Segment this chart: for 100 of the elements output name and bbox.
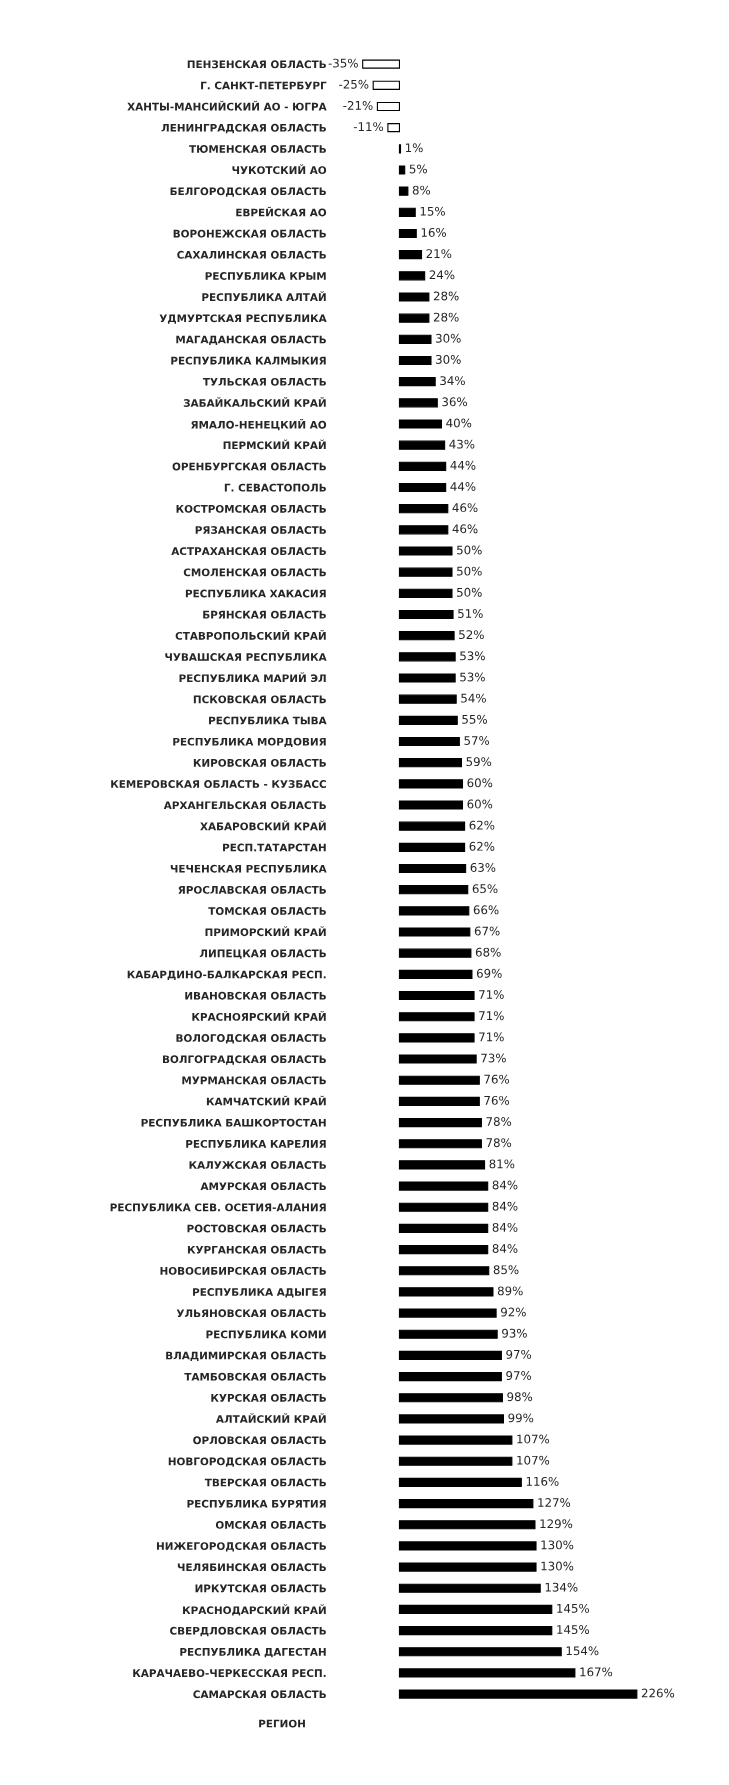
bar — [398, 1350, 502, 1360]
y-tick-label: ТАМБОВСКАЯ ОБЛАСТЬ — [184, 1372, 326, 1381]
data-label: 67% — [474, 926, 500, 936]
y-tick-label: ОРЛОВСКАЯ ОБЛАСТЬ — [193, 1436, 326, 1445]
bar — [398, 1244, 489, 1255]
y-tick-label: ЧЕЛЯБИНСКАЯ ОБЛАСТЬ — [177, 1563, 326, 1572]
y-tick-label: КАРАЧАЕВО-ЧЕРКЕССКАЯ РЕСП. — [133, 1669, 326, 1678]
y-tick-label: РОСТОВСКАЯ ОБЛАСТЬ — [187, 1224, 326, 1233]
data-label: 129% — [540, 1519, 573, 1529]
bar — [398, 292, 430, 302]
data-label: 8% — [412, 185, 431, 195]
y-tick-label: ИВАНОВСКАЯ ОБЛАСТЬ — [185, 991, 326, 1000]
y-tick-label: ПРИМОРСКИЙ КРАЙ — [205, 926, 326, 937]
data-label: 36% — [442, 397, 468, 407]
y-tick-label: НОВГОРОДСКАЯ ОБЛАСТЬ — [168, 1457, 326, 1467]
bar — [398, 1689, 638, 1699]
y-tick-label: САМАРСКАЯ ОБЛАСТЬ — [193, 1690, 326, 1699]
y-tick-label: ОРЕНБУРГСКАЯ ОБЛАСТЬ — [172, 462, 326, 471]
data-label: -21% — [343, 100, 373, 110]
data-label: 69% — [476, 968, 502, 978]
y-tick-label: АСТРАХАНСКАЯ ОБЛАСТЬ — [171, 547, 326, 556]
bar — [398, 567, 453, 577]
bar — [398, 715, 458, 725]
data-label: 71% — [479, 1032, 504, 1042]
y-tick-label: Г. САНКТ-ПЕТЕРБУРГ — [201, 81, 327, 90]
y-tick-label: ХАБАРОВСКИЙ КРАЙ — [200, 820, 326, 831]
data-label: 84% — [492, 1244, 518, 1253]
y-tick-label: ПСКОВСКАЯ ОБЛАСТЬ — [193, 695, 326, 704]
y-tick-label: РЕСПУБЛИКА КАЛМЫКИЯ — [171, 356, 326, 365]
bar — [398, 504, 449, 514]
data-label: 66% — [473, 905, 499, 915]
y-tick-label: КАМЧАТСКИЙ КРАЙ — [206, 1095, 326, 1106]
data-label: 15% — [420, 206, 445, 216]
data-label: 78% — [486, 1138, 512, 1148]
y-tick-label: КЕМЕРОВСКАЯ ОБЛАСТЬ - КУЗБАСС — [111, 780, 326, 788]
y-tick-label: РЯЗАНСКАЯ ОБЛАСТЬ — [195, 526, 326, 534]
bar — [398, 1520, 536, 1530]
data-label: 44% — [450, 482, 476, 491]
data-label: 78% — [486, 1117, 512, 1126]
y-tick-label: Г. СЕВАСТОПОЛЬ — [224, 483, 326, 492]
bar — [398, 694, 457, 704]
bar — [398, 207, 416, 217]
y-tick-label: УЛЬЯНОВСКАЯ ОБЛАСТЬ — [176, 1309, 326, 1318]
data-label: 130% — [541, 1561, 574, 1571]
data-label: 44% — [450, 460, 476, 470]
y-tick-label: РЕСПУБЛИКА СЕВ. ОСЕТИЯ-АЛАНИЯ — [110, 1203, 326, 1212]
bar — [398, 398, 438, 408]
data-label: 93% — [502, 1328, 527, 1338]
data-label: 84% — [492, 1201, 518, 1211]
data-label: 127% — [538, 1498, 571, 1507]
y-tick-label: РЕСПУБЛИКА БАШКОРТОСТАН — [141, 1118, 326, 1127]
y-tick-label: ПЕНЗЕНСКАЯ ОБЛАСТЬ — [187, 60, 326, 69]
bar — [398, 419, 443, 429]
data-label: 53% — [460, 672, 485, 682]
bar — [398, 800, 464, 810]
bar — [398, 969, 473, 979]
bar — [398, 461, 447, 471]
y-tick-label: ЗАБАЙКАЛЬСКИЙ КРАЙ — [183, 397, 326, 407]
bar — [398, 1181, 489, 1191]
bar — [398, 652, 456, 662]
data-label: 60% — [467, 778, 493, 788]
y-tick-label: ЛИПЕЦКАЯ ОБЛАСТЬ — [199, 949, 326, 959]
data-label: 51% — [458, 609, 483, 618]
data-label: 107% — [517, 1434, 550, 1444]
bar — [398, 186, 409, 196]
data-label: 46% — [452, 524, 478, 534]
bar — [398, 165, 406, 175]
bar — [398, 609, 454, 620]
y-tick-label: ОМСКАЯ ОБЛАСТЬ — [215, 1520, 326, 1529]
data-label: 97% — [506, 1371, 532, 1380]
data-label: 50% — [457, 587, 482, 597]
bar — [398, 1562, 537, 1572]
bar — [398, 440, 446, 450]
data-label: 65% — [472, 884, 498, 894]
data-label: 24% — [429, 270, 455, 280]
bar — [398, 821, 466, 831]
data-label: 68% — [475, 947, 501, 957]
data-label: 134% — [545, 1582, 578, 1592]
bar — [398, 377, 436, 387]
data-label: 54% — [461, 693, 486, 703]
data-label: 73% — [481, 1053, 506, 1063]
bar — [398, 546, 453, 556]
data-label: 226% — [641, 1688, 675, 1698]
data-label: 60% — [467, 799, 493, 809]
data-label: 130% — [541, 1540, 574, 1550]
bar — [398, 525, 449, 535]
data-label: 98% — [507, 1392, 533, 1402]
y-tick-label: ВОЛГОГРАДСКАЯ ОБЛАСТЬ — [162, 1055, 326, 1065]
data-label: 89% — [497, 1286, 523, 1296]
y-tick-label: ЯРОСЛАВСКАЯ ОБЛАСТЬ — [178, 885, 326, 894]
y-tick-label: СТАВРОПОЛЬСКИЙ КРАЙ — [175, 630, 326, 640]
bar — [372, 80, 401, 90]
y-tick-label: РЕСПУБЛИКА КАРЕЛИЯ — [186, 1139, 326, 1148]
y-tick-label: ЕВРЕЙСКАЯ АО — [236, 206, 327, 217]
y-tick-label: УДМУРТСКАЯ РЕСПУБЛИКА — [159, 314, 327, 324]
data-label: 167% — [580, 1667, 613, 1677]
bar — [398, 1668, 576, 1678]
y-tick-label: РЕСПУБЛИКА КРЫМ — [205, 272, 326, 280]
y-tick-label: ИРКУТСКАЯ ОБЛАСТЬ — [195, 1584, 326, 1593]
data-label: -11% — [353, 122, 384, 132]
